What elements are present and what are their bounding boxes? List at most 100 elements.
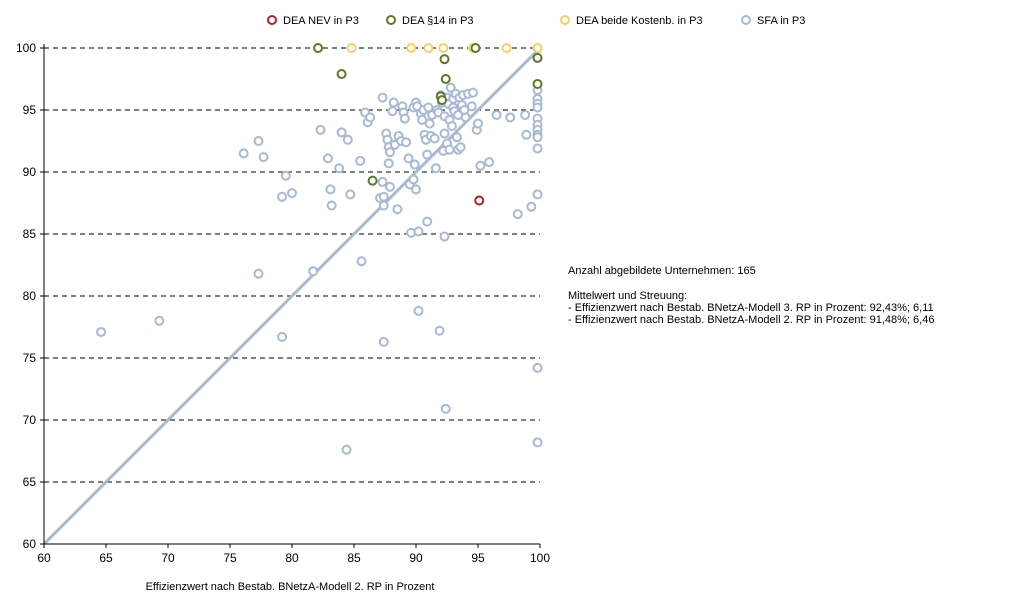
point-series3-7: [280, 170, 291, 181]
point-series3-19: [341, 444, 352, 455]
point-series3-124: [532, 189, 543, 200]
legend-marker-0: [267, 15, 277, 25]
point-series3-113: [526, 201, 537, 212]
point-series1-4: [440, 74, 451, 84]
point-series3-87: [446, 121, 457, 132]
point-series3-13: [325, 184, 336, 195]
point-series3-102: [466, 101, 477, 112]
point-series2-2: [423, 43, 434, 53]
point-series3-14: [326, 200, 337, 211]
point-series3-55: [411, 184, 421, 195]
legend-marker-2: [560, 15, 570, 25]
point-series3-107: [484, 157, 495, 168]
point-series1-9: [437, 95, 448, 106]
point-series3-16: [336, 127, 347, 138]
annotations: Anzahl abgebildete Unternehmen: 165 Mitt…: [568, 265, 934, 326]
point-series3-34: [384, 147, 395, 158]
point-series3-111: [520, 109, 531, 120]
point-series3-117: [532, 102, 543, 113]
point-series3-46: [401, 137, 412, 148]
point-series3-35: [383, 158, 394, 169]
x-tick-label-60: 60: [37, 551, 51, 565]
x-tick-label-65: 65: [99, 551, 113, 565]
data-points: [96, 43, 543, 455]
point-series3-36: [384, 181, 395, 192]
y-tick-label-85: 85: [23, 227, 37, 241]
point-series2-0: [346, 43, 357, 53]
point-series3-85: [444, 144, 455, 155]
y-tick-label-60: 60: [23, 537, 37, 551]
point-series3-29: [378, 336, 389, 347]
point-series3-27: [378, 191, 389, 202]
point-series3-1: [154, 315, 165, 326]
point-series1-0: [313, 43, 324, 53]
point-series1-7: [532, 52, 543, 63]
y-tick-label-65: 65: [23, 475, 37, 489]
point-series1-3: [439, 54, 450, 65]
x-tick-label-90: 90: [409, 551, 423, 565]
reference-line: [42, 46, 542, 546]
point-series3-70: [430, 163, 441, 174]
x-axis-label: Effizienzwert nach Bestab. BNetzA-Modell…: [146, 581, 435, 593]
point-series3-40: [392, 204, 403, 215]
point-series3-109: [505, 112, 516, 123]
point-series3-126: [532, 437, 543, 448]
point-series2-5: [501, 43, 512, 53]
point-series3-66: [424, 118, 435, 129]
point-series3-103: [468, 87, 479, 98]
point-series3-5: [253, 268, 264, 279]
x-tick-label-70: 70: [161, 551, 175, 565]
point-series3-96: [455, 142, 466, 153]
point-series2-3: [438, 43, 449, 53]
point-series1-1: [336, 69, 347, 80]
annotation-stats-heading: Mittelwert und Streuung:: [568, 290, 687, 302]
point-series3-79: [439, 231, 450, 242]
point-series3-9: [277, 331, 288, 342]
point-series3-12: [322, 153, 333, 164]
legend: DEA NEV in P3 DEA §14 in P3 DEA beide Kost…: [267, 15, 805, 27]
annotation-count: Anzahl abgebildete Unternehmen: 165: [568, 265, 756, 277]
point-series3-59: [417, 114, 428, 125]
point-series3-11: [315, 124, 326, 135]
y-tick-label-75: 75: [23, 351, 37, 365]
point-series3-24: [365, 112, 376, 123]
point-series2-6: [532, 43, 543, 53]
point-series3-57: [413, 226, 424, 237]
point-series3-73: [434, 325, 445, 336]
point-series3-17: [342, 134, 353, 145]
x-tick-label-100: 100: [530, 551, 550, 565]
point-series1-8: [532, 78, 543, 89]
point-series3-112: [521, 129, 532, 140]
point-series3-30: [377, 92, 388, 103]
point-series3-110: [512, 209, 523, 220]
point-series3-10: [308, 266, 319, 277]
y-tick-label-90: 90: [23, 165, 37, 179]
point-series3-122: [532, 132, 543, 143]
point-series3-105: [473, 118, 483, 129]
point-series3-56: [413, 305, 424, 316]
point-series3-15: [334, 163, 345, 174]
point-series3-86: [445, 82, 456, 93]
annotation-stats-model3: - Effizienzwert nach Bestab. BNetzA-Mode…: [568, 302, 934, 314]
point-series2-1: [406, 43, 417, 53]
x-tick-label-75: 75: [223, 551, 237, 565]
x-tick-label-85: 85: [347, 551, 361, 565]
point-series3-108: [491, 109, 502, 120]
annotation-stats-model2: - Effizienzwert nach Bestab. BNetzA-Mode…: [568, 314, 934, 326]
point-series3-92: [451, 132, 462, 143]
point-series3-47: [403, 153, 414, 164]
legend-label-3: SFA in P3: [757, 15, 805, 27]
y-tick-label-80: 80: [23, 289, 37, 303]
legend-label-0: DEA NEV in P3: [283, 15, 359, 27]
point-series1-2: [367, 175, 378, 186]
point-series3-28: [378, 200, 389, 211]
point-series3-2: [238, 148, 249, 159]
y-tick-label-95: 95: [23, 103, 37, 117]
point-series3-106: [475, 160, 486, 171]
x-tick-label-80: 80: [285, 551, 299, 565]
point-series3-26: [377, 176, 388, 187]
legend-label-1: DEA §14 in P3: [402, 15, 474, 27]
point-series3-20: [355, 155, 366, 166]
point-series0-0: [474, 195, 485, 206]
